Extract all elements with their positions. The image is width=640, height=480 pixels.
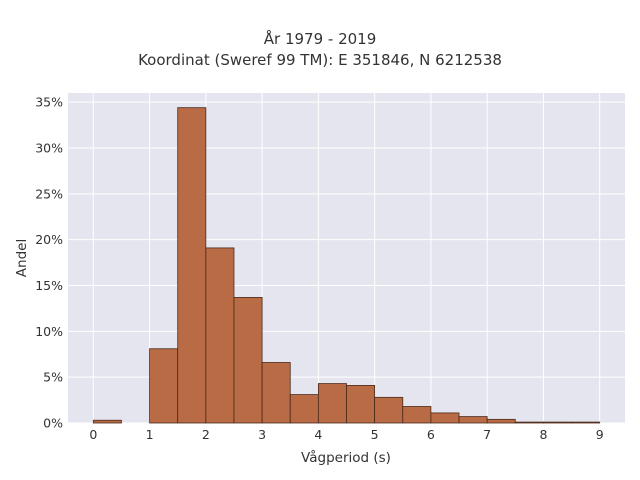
y-tick-label: 15% [35,278,63,293]
x-axis-label: Vågperiod (s) [301,449,391,466]
x-tick-label: 7 [483,427,491,442]
x-tick-label: 8 [539,427,547,442]
x-tick-labels: 0 1 2 3 4 5 6 7 8 9 [89,427,603,442]
x-tick-label: 4 [314,427,322,442]
histogram-bar [317,383,347,424]
y-tick-label: 20% [35,232,63,247]
histogram-bar [374,396,404,424]
histogram-bar [233,297,263,424]
histogram-bar [486,418,516,424]
histogram-bar [205,247,235,424]
x-tick-label: 9 [596,427,604,442]
histogram-bar [346,385,376,424]
histogram-bar [402,406,432,424]
chart-title-line-1: År 1979 - 2019 [263,30,377,48]
y-tick-label: 0% [43,416,63,431]
histogram-bar [92,419,122,424]
histogram-bar [430,412,460,424]
x-tick-label: 2 [202,427,210,442]
histogram-bar [261,362,291,424]
y-tick-label: 25% [35,186,63,201]
histogram-bar [571,421,601,424]
y-tick-labels: 0% 5% 10% 15% 20% 25% 30% 35% [35,95,63,431]
chart-title-line-2: Koordinat (Sweref 99 TM): E 351846, N 62… [138,51,502,69]
y-tick-label: 30% [35,141,63,156]
bars [92,107,601,424]
y-tick-label: 5% [43,370,63,385]
histogram-bar [514,421,544,424]
y-axis-label: Andel [14,239,30,277]
histogram-bar [177,107,207,424]
histogram-bar [289,394,319,424]
histogram-bar [149,348,179,424]
x-tick-label: 0 [89,427,97,442]
x-tick-label: 6 [427,427,435,442]
y-tick-label: 35% [35,95,63,110]
x-tick-label: 5 [371,427,379,442]
x-tick-label: 3 [258,427,266,442]
histogram-bar [543,421,572,424]
x-tick-label: 1 [146,427,154,442]
histogram-bar [458,416,488,424]
y-tick-label: 10% [35,324,63,339]
